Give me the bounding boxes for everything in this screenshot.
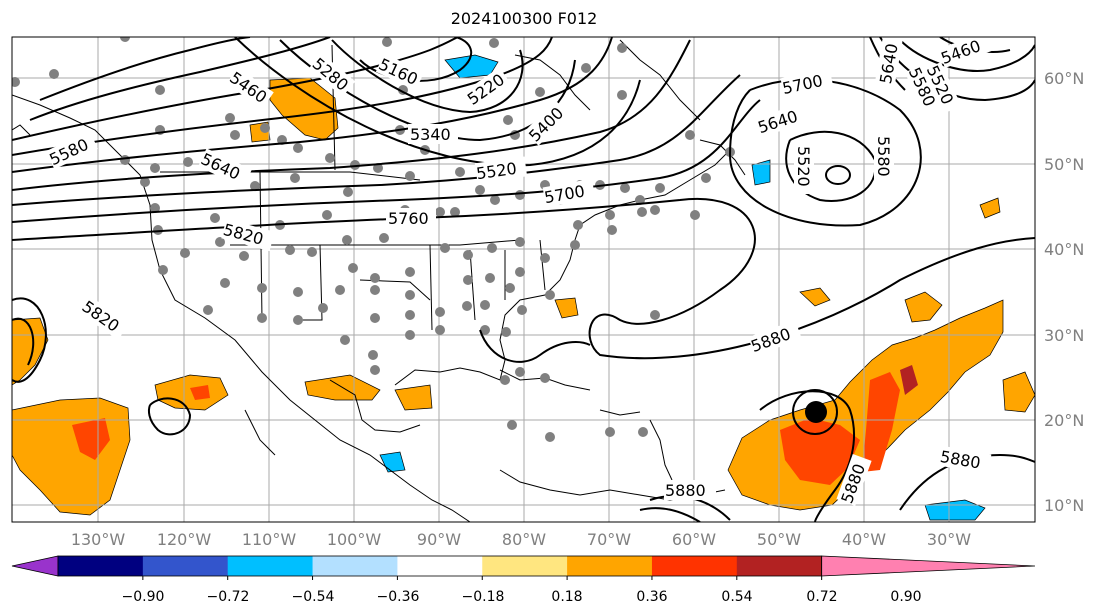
colorbar-segment — [58, 556, 144, 576]
colorbar-segment — [227, 556, 314, 576]
colorbar-tick-label: −0.54 — [292, 589, 335, 605]
coastlines — [12, 39, 746, 522]
svg-text:5340: 5340 — [410, 125, 451, 144]
lon-label: 130°W — [71, 530, 126, 549]
anomaly-shading — [12, 54, 1035, 521]
lat-label: 30°N — [1044, 326, 1084, 345]
lat-axis-labels: 60°N 50°N 40°N 30°N 20°N 10°N — [1044, 69, 1084, 515]
colorbar-extend-high — [821, 555, 1036, 577]
lat-label: 20°N — [1044, 411, 1084, 430]
colorbar — [11, 555, 1036, 580]
colorbar-tick-label: 0.90 — [890, 589, 921, 605]
colorbar-tick-label: 0.18 — [551, 589, 582, 605]
colorbar-segment — [312, 556, 398, 576]
colorbar-tick-label: −0.36 — [377, 589, 420, 605]
colorbar-tick-label: −0.72 — [207, 589, 250, 605]
lon-axis-labels: 130°W 120°W 110°W 100°W 90°W 80°W 70°W 6… — [71, 530, 971, 549]
svg-text:5520: 5520 — [794, 146, 813, 187]
lat-label: 10°N — [1044, 496, 1084, 515]
colorbar-segment — [142, 556, 229, 576]
colorbar-segment — [567, 556, 653, 576]
colorbar-tick-label: 0.54 — [721, 589, 752, 605]
colorbar-segment — [397, 556, 483, 576]
map-area: 5460 5280 5160 5220 5400 5340 5580 5520 … — [12, 37, 1035, 522]
map-frame — [11, 36, 1036, 523]
lat-label: 50°N — [1044, 155, 1084, 174]
lon-label: 60°W — [672, 530, 716, 549]
lat-label: 40°N — [1044, 240, 1084, 259]
station-dots — [12, 37, 735, 442]
lon-label: 120°W — [157, 530, 212, 549]
svg-text:5580: 5580 — [874, 136, 893, 177]
colorbar-frame — [57, 555, 823, 577]
lon-label: 50°W — [757, 530, 801, 549]
colorbar-tick-label: −0.18 — [462, 589, 505, 605]
colorbar-segment — [736, 556, 823, 576]
lon-label: 40°W — [842, 530, 886, 549]
colorbar-tick-label: −0.90 — [122, 589, 165, 605]
lon-label: 80°W — [502, 530, 546, 549]
lon-label: 110°W — [242, 530, 297, 549]
lat-label: 60°N — [1044, 69, 1084, 88]
svg-text:5880: 5880 — [665, 481, 706, 500]
colorbar-tick-label: 0.72 — [806, 589, 837, 605]
lon-label: 100°W — [327, 530, 382, 549]
colorbar-extend-low — [11, 555, 59, 577]
lon-label: 90°W — [417, 530, 461, 549]
colorbar-segment — [651, 556, 738, 576]
colorbar-tick-label: 0.36 — [636, 589, 667, 605]
map-title: 2024100300 F012 — [450, 9, 598, 28]
lon-label: 30°W — [927, 530, 971, 549]
svg-text:5760: 5760 — [388, 209, 429, 228]
lon-label: 70°W — [587, 530, 631, 549]
low-center-marker — [805, 401, 827, 423]
colorbar-segment — [482, 556, 568, 576]
colorbar-tick-labels: −0.90 −0.72 −0.54 −0.36 −0.18 0.18 0.36 … — [122, 589, 922, 605]
